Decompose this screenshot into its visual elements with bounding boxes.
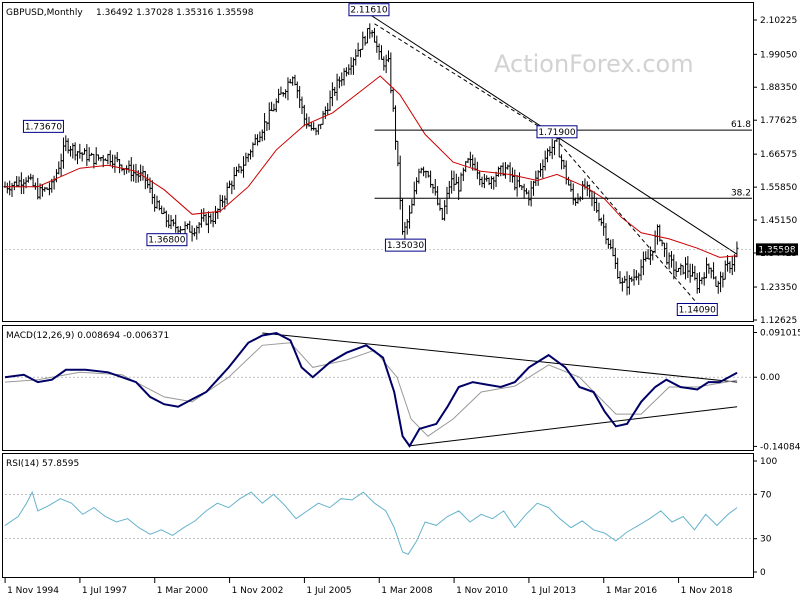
price-panel-frame <box>2 2 754 322</box>
time-tick-label-10: 1 Nov 2018 <box>681 586 733 596</box>
pivot-label-box-2 <box>22 119 64 133</box>
rsi-line <box>4 490 738 555</box>
fib-label-1: 61.8 <box>731 120 751 130</box>
time-tick-label-9: 1 Mar 2016 <box>606 586 658 596</box>
pivot-label-box-4 <box>384 238 426 252</box>
rsi-panel-frame <box>2 453 754 578</box>
current-price-label: 1.35598 <box>758 245 795 255</box>
price-tick-label-6: 1.55850 <box>760 183 797 193</box>
pivot-label-5: 1.71900 <box>538 128 575 138</box>
macd-tick-label-2: 0.00 <box>760 373 780 383</box>
pivot-label-1: 2.11610 <box>350 6 387 16</box>
rsi-layer <box>4 490 752 555</box>
macd-tick-label-1: 0.091015 <box>760 329 800 339</box>
pivot-label-box-5 <box>536 125 578 139</box>
price-tick-label-3: 1.88350 <box>760 83 797 93</box>
price-tick-label-9: 1.23350 <box>760 283 797 293</box>
macd-trendline-2 <box>408 406 738 447</box>
ohlc-bars <box>3 23 739 296</box>
macd-layer <box>4 331 752 448</box>
time-tick-label-4: 1 Nov 2002 <box>232 586 284 596</box>
time-tick-label-3: 1 Mar 2000 <box>157 586 209 596</box>
time-tick-label-2: 1 Jul 1997 <box>82 586 127 596</box>
price-tick-label-1: 2.10225 <box>760 16 797 26</box>
fib-label-2: 38.2 <box>731 188 751 198</box>
price-tick-label-5: 1.66575 <box>760 150 797 160</box>
macd-signal-line <box>4 342 738 437</box>
ohlc-header: 1.36492 1.37028 1.35316 1.35598 <box>96 8 254 18</box>
pivot-label-2: 1.73670 <box>25 122 62 132</box>
rsi-header: RSI(14) 57.8595 <box>6 459 79 469</box>
moving-average-line <box>5 75 738 258</box>
rsi-tick-label-4: 0 <box>760 568 766 578</box>
time-tick-label-8: 1 Jul 2013 <box>531 586 576 596</box>
time-tick-label-7: 1 Nov 2010 <box>456 586 508 596</box>
time-tick-label-1: 1 Nov 1994 <box>7 586 59 596</box>
price-tick-label-4: 1.77625 <box>760 116 797 126</box>
price-tick-label-7: 1.45150 <box>760 216 797 226</box>
price-layer: 61.8 38.2 2.11610 1.73670 1.36800 1.35030 1.71… <box>3 3 752 316</box>
current-price-tag <box>756 243 798 256</box>
macd-trendline-1 <box>262 332 738 383</box>
symbol-header: GBPUSD,Monthly <box>6 8 83 18</box>
pivot-label-box-3 <box>146 233 188 247</box>
rsi-tick-label-3: 30 <box>760 535 772 545</box>
pivot-label-3: 1.36800 <box>148 236 185 246</box>
macd-header: MACD(12,26,9) 0.008694 -0.006371 <box>6 331 169 341</box>
macd-panel-frame <box>2 325 754 451</box>
axis-layer: 1.35598 2.10225 1.99050 1.88350 1.77625 1.665… <box>4 16 800 596</box>
price-trendline-2 <box>374 23 558 139</box>
price-tick-label-8: 1.34425 <box>760 249 797 259</box>
price-tick-label-10: 1.12625 <box>760 316 797 326</box>
watermark: ActionForex.com <box>494 50 694 78</box>
rsi-tick-label-2: 70 <box>760 490 772 500</box>
time-tick-label-6: 1 Mar 2008 <box>381 586 433 596</box>
price-trendline-3 <box>559 143 698 304</box>
pivot-label-box-6 <box>676 302 718 316</box>
macd-tick-label-3: -0.140843 <box>760 442 800 452</box>
pivot-label-6: 1.14090 <box>679 305 716 315</box>
pivot-label-box-1 <box>348 3 390 17</box>
macd-line <box>4 331 738 448</box>
pivot-label-4: 1.35030 <box>387 241 424 251</box>
rsi-tick-label-1: 100 <box>760 457 777 467</box>
price-tick-label-2: 1.99050 <box>760 50 797 60</box>
time-tick-label-5: 1 Jul 2005 <box>306 586 351 596</box>
